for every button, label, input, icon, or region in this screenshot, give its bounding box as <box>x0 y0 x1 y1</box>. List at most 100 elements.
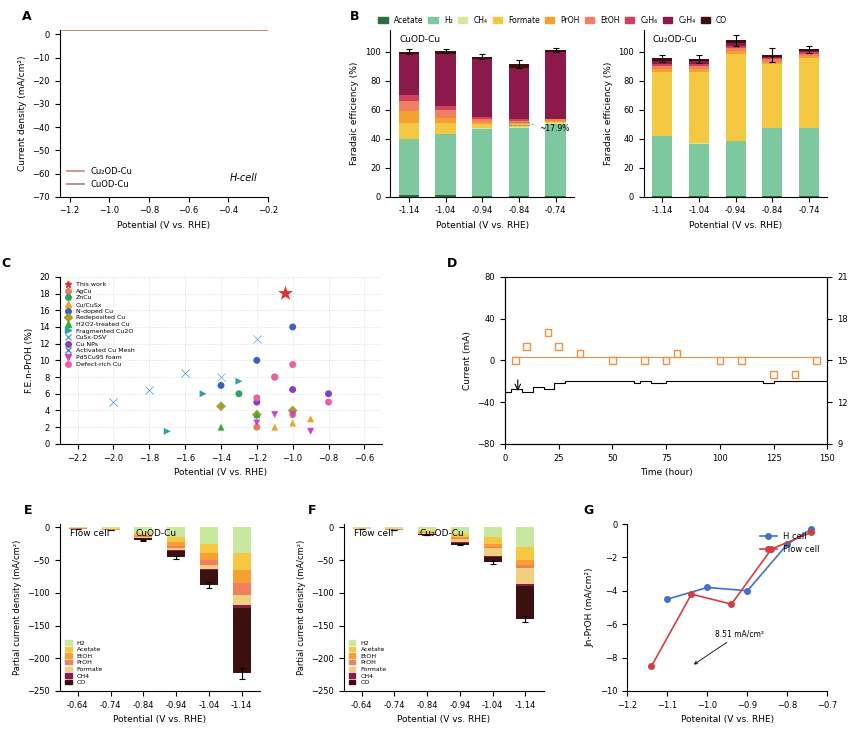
Text: G: G <box>583 504 593 517</box>
Bar <box>483 556 501 557</box>
Point <box>250 396 263 408</box>
Bar <box>199 544 217 554</box>
Bar <box>652 69 671 72</box>
Bar <box>762 62 781 64</box>
Point <box>106 396 120 408</box>
Bar <box>167 548 185 551</box>
Bar <box>167 551 185 557</box>
Bar <box>515 584 534 586</box>
Bar <box>134 535 153 536</box>
Point <box>605 354 619 366</box>
Bar <box>471 56 492 59</box>
Bar <box>435 106 455 110</box>
Point <box>285 417 299 429</box>
Point <box>250 417 263 429</box>
Bar <box>725 42 745 45</box>
Bar <box>398 95 418 101</box>
Bar <box>544 124 565 196</box>
Text: B: B <box>349 10 359 23</box>
Point <box>160 426 174 438</box>
Bar <box>435 123 455 134</box>
Bar <box>199 554 217 560</box>
Bar <box>471 119 492 122</box>
Point <box>268 371 281 383</box>
Bar <box>725 53 745 140</box>
X-axis label: Potential (V vs. RHE): Potential (V vs. RHE) <box>117 221 210 230</box>
Bar <box>515 560 534 565</box>
X-axis label: Potential (V vs. RHE): Potential (V vs. RHE) <box>396 716 490 724</box>
Bar <box>483 557 501 562</box>
X-axis label: Potential (V vs. RHE): Potential (V vs. RHE) <box>435 221 528 230</box>
Point <box>285 409 299 421</box>
Point <box>268 371 281 383</box>
Bar <box>398 140 418 195</box>
Bar <box>134 539 153 540</box>
H cell <box>661 594 671 603</box>
Bar <box>435 53 455 106</box>
Bar <box>451 533 469 537</box>
Bar <box>398 123 418 139</box>
Bar <box>652 66 671 69</box>
Bar <box>451 537 469 539</box>
Text: CuOD-Cu: CuOD-Cu <box>399 35 440 44</box>
X-axis label: Potential (V vs. RHE): Potential (V vs. RHE) <box>174 468 268 477</box>
Point <box>250 354 263 366</box>
Bar <box>515 547 534 560</box>
Point <box>250 334 263 345</box>
Bar <box>725 40 745 42</box>
Point <box>285 383 299 395</box>
Bar <box>199 569 217 571</box>
Bar <box>233 608 250 673</box>
Bar <box>798 49 818 51</box>
Y-axis label: Current density (mA/cm²): Current density (mA/cm²) <box>18 56 26 171</box>
Bar <box>652 61 671 64</box>
Bar <box>471 124 492 129</box>
Bar <box>762 55 781 56</box>
Bar <box>725 45 745 48</box>
Point <box>214 380 227 392</box>
Bar <box>798 58 818 128</box>
Bar <box>798 129 818 196</box>
Bar <box>471 117 492 119</box>
X-axis label: Potential (V vs. RHE): Potential (V vs. RHE) <box>113 716 206 724</box>
Text: A: A <box>22 10 32 23</box>
Point <box>250 409 263 421</box>
Bar <box>417 533 435 534</box>
Bar <box>483 537 501 544</box>
Bar <box>483 544 501 547</box>
Point <box>551 340 565 352</box>
Bar <box>688 61 708 64</box>
Point <box>573 348 586 360</box>
Text: CuOD-Cu: CuOD-Cu <box>135 529 176 538</box>
Bar <box>134 533 153 535</box>
Point <box>285 404 299 416</box>
Bar <box>167 545 185 548</box>
Line: H cell: H cell <box>664 526 814 602</box>
Point <box>766 369 780 380</box>
Point <box>321 388 335 400</box>
Legend: This work, AgCu, ZnCu, Cu/CuSx, N-doped Cu, Redeposited Cu, H2O2-treated Cu, Fra: This work, AgCu, ZnCu, Cu/CuSx, N-doped … <box>63 280 136 369</box>
Y-axis label: Partial current density (mA/cm²): Partial current density (mA/cm²) <box>296 540 305 675</box>
H cell <box>781 539 792 548</box>
Point <box>787 369 801 380</box>
Text: ~17.9%: ~17.9% <box>532 124 569 133</box>
Bar <box>451 543 469 545</box>
Bar <box>483 548 501 556</box>
Point <box>670 348 683 360</box>
Bar <box>652 72 671 136</box>
Y-axis label: Current (mA): Current (mA) <box>463 331 471 390</box>
Text: F: F <box>308 504 316 517</box>
Bar <box>398 195 418 197</box>
Bar <box>798 53 818 56</box>
Point <box>540 327 554 339</box>
Bar <box>688 143 708 196</box>
H cell <box>701 583 711 592</box>
Flow cell <box>686 590 696 599</box>
Bar <box>725 141 745 196</box>
Y-axis label: Faradaic efficiency (%): Faradaic efficiency (%) <box>603 62 612 165</box>
Legend: Acetate, H₂, CH₄, Formate, PrOH, EtOH, C₂H₆, C₂H₄, CO: Acetate, H₂, CH₄, Formate, PrOH, EtOH, C… <box>375 13 729 27</box>
Bar <box>544 120 565 121</box>
Bar <box>233 583 250 594</box>
Bar <box>471 129 492 196</box>
Text: D: D <box>446 257 457 270</box>
